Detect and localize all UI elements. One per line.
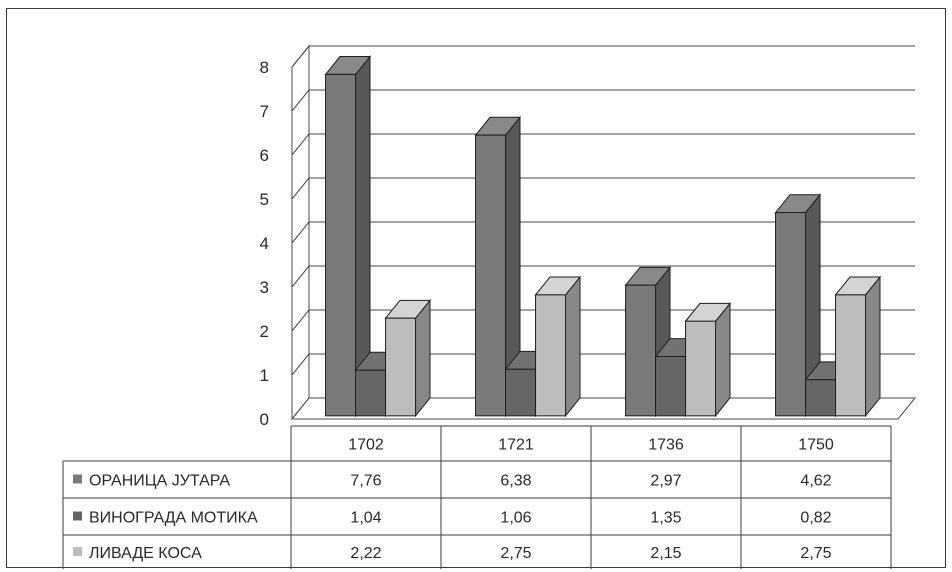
gridline-depth	[291, 353, 310, 376]
bar	[324, 55, 372, 418]
data-cell-value: 2,97	[650, 473, 681, 490]
bar-front	[355, 369, 387, 417]
bar-front	[775, 212, 807, 417]
bar-front	[655, 355, 687, 417]
bar-front	[505, 368, 537, 417]
data-cell-value: 0,82	[800, 510, 831, 527]
bar-front	[325, 73, 357, 417]
gridline-depth	[291, 45, 310, 68]
y-tick-label: 6	[260, 146, 269, 165]
y-tick-label: 8	[260, 58, 269, 77]
bar-side	[865, 275, 881, 418]
data-cell-value: 6,38	[500, 473, 531, 490]
gridline-depth	[291, 221, 310, 244]
bar	[834, 275, 882, 418]
category-label: 1736	[648, 437, 684, 454]
bar-front	[535, 294, 567, 417]
data-cell-value: 1,04	[350, 510, 381, 527]
bar-front	[835, 294, 867, 417]
data-cell-value: 2,15	[650, 545, 681, 562]
legend-label: ВИНОГРАДА МОТИКА	[89, 510, 258, 527]
bar	[474, 115, 522, 418]
y-tick-label: 7	[260, 102, 269, 121]
gridline-depth	[291, 177, 310, 200]
category-label: 1750	[798, 437, 834, 454]
y-tick-label: 2	[260, 322, 269, 341]
legend-swatch	[73, 547, 82, 556]
data-cell-value: 1,35	[650, 510, 681, 527]
data-table: 1702 1721 1736 1750 ОРАНИЦА ЈУТАРА 7,76 6,38 2,…	[62, 425, 892, 569]
bars	[324, 55, 882, 418]
bar-chart-3d: 0 1 2 3 4 5 6 7 8 1702 1721 1736 1750 ОРАНИЦА ЈУТАРА 7…	[62, 44, 917, 569]
data-cell-value: 2,75	[500, 545, 531, 562]
gridline-depth	[291, 89, 310, 112]
bar	[774, 193, 822, 418]
bar	[684, 301, 732, 418]
bar-side	[415, 298, 431, 418]
bar-side	[715, 301, 731, 418]
y-tick-label: 0	[260, 410, 269, 429]
y-tick-label: 4	[260, 234, 269, 253]
gridline-depth	[291, 309, 310, 332]
data-cell-value: 2,75	[800, 545, 831, 562]
category-label: 1721	[498, 437, 534, 454]
legend-label: ЛИВАДЕ КОСА	[89, 545, 202, 562]
gridline-depth	[291, 133, 310, 156]
data-cell-value: 7,76	[350, 473, 381, 490]
bar	[534, 275, 582, 418]
bar-front	[625, 284, 657, 417]
data-cell-value: 1,06	[500, 510, 531, 527]
y-tick-label: 1	[260, 366, 269, 385]
bar-front	[385, 317, 417, 417]
data-cell-value: 2,22	[350, 545, 381, 562]
y-tick-label: 5	[260, 190, 269, 209]
y-tick-label: 3	[260, 278, 269, 297]
legend-swatch	[73, 511, 82, 521]
bar	[384, 298, 432, 418]
chart-frame: 0 1 2 3 4 5 6 7 8 1702 1721 1736 1750 ОРАНИЦА ЈУТАРА 7…	[6, 8, 946, 569]
bar-side	[565, 275, 581, 418]
legend-label: ОРАНИЦА ЈУТАРА	[89, 473, 230, 490]
category-label: 1702	[348, 437, 384, 454]
data-cell-value: 4,62	[800, 473, 831, 490]
bar-front	[475, 134, 507, 417]
gridline-depth	[291, 265, 310, 288]
bar	[624, 265, 672, 418]
bar-front	[685, 320, 717, 417]
legend-swatch	[73, 474, 82, 484]
bar-front	[805, 379, 837, 417]
